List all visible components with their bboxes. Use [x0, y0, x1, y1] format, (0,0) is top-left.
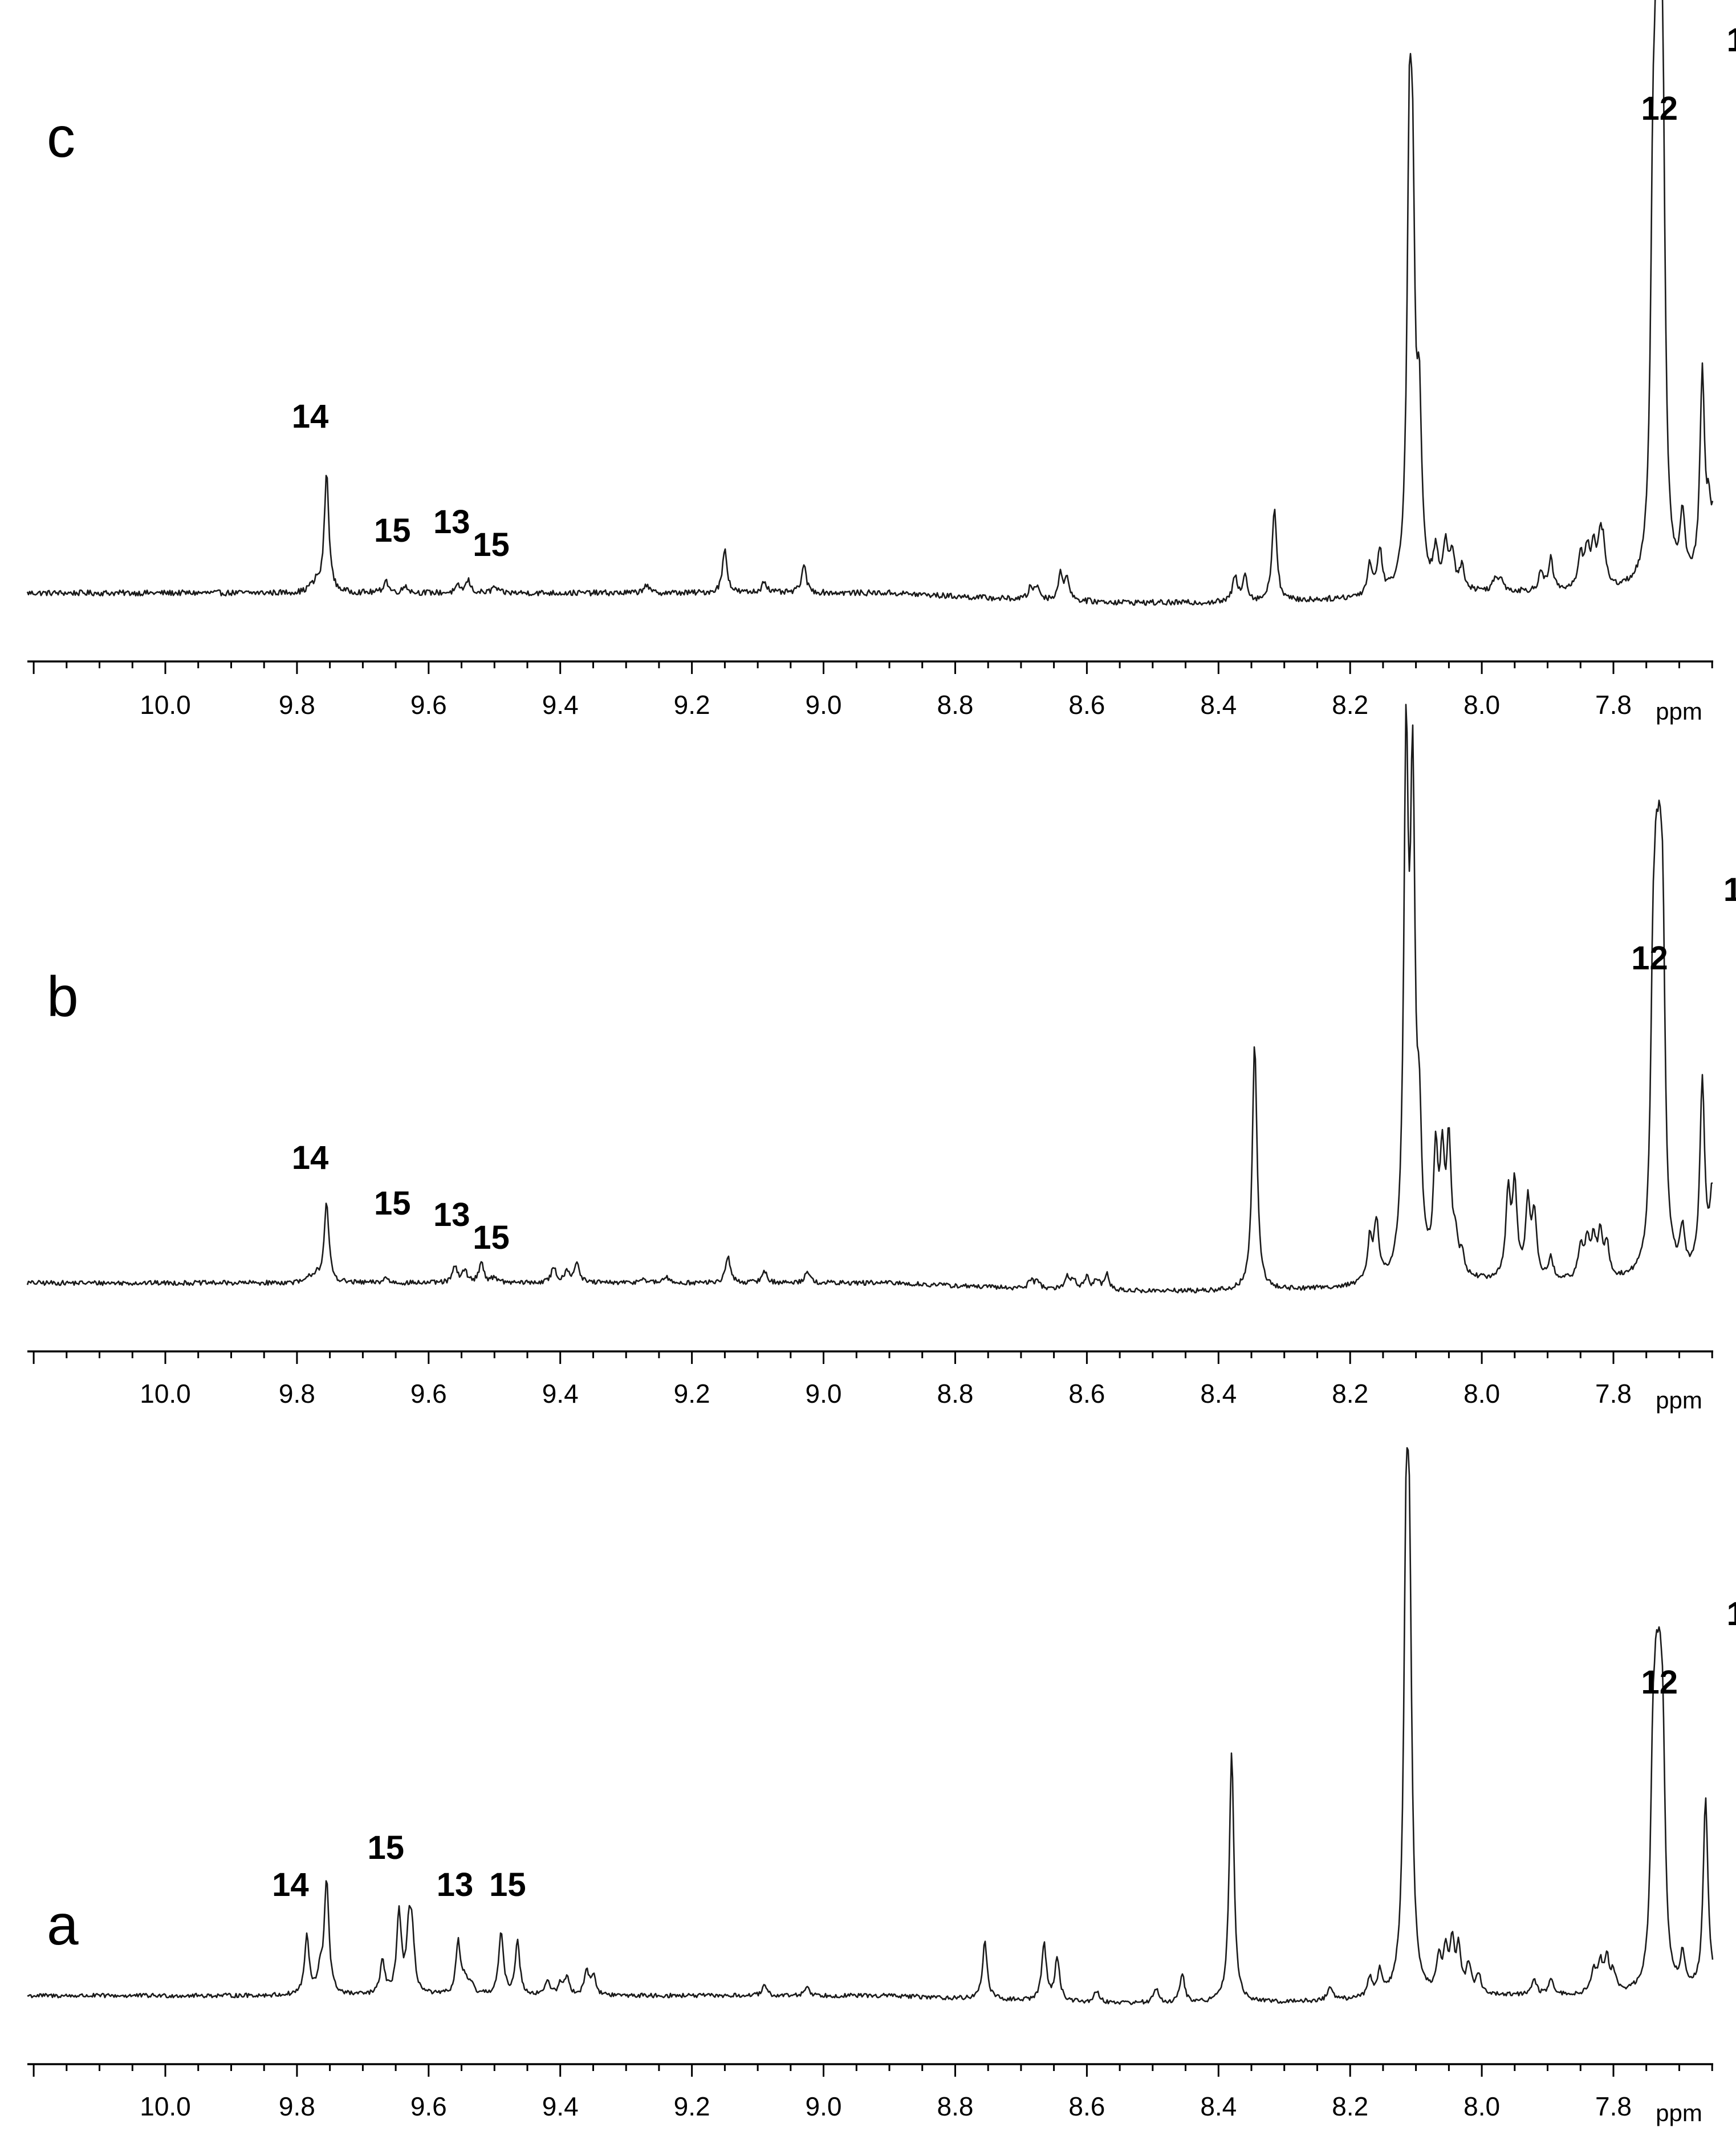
tick-label: 9.2	[674, 1379, 710, 1408]
tick-label: 9.2	[674, 2092, 710, 2121]
peak-annotation: 12	[1631, 940, 1668, 977]
peak-annotation: 13	[433, 1196, 470, 1233]
tick-label: 8.6	[1068, 690, 1105, 720]
x-axis-unit: ppm	[1656, 2100, 1702, 2126]
peak-annotation: 15	[368, 1829, 405, 1866]
tick-label: 8.6	[1068, 2092, 1105, 2121]
panel-letter-c: c	[47, 105, 75, 169]
spectrum-trace	[26, 704, 1713, 1294]
tick-label: 10.0	[140, 2092, 191, 2121]
peak-annotation: 12	[1723, 871, 1736, 908]
tick-label: 8.4	[1200, 2092, 1237, 2121]
peak-annotation: 12	[1727, 1595, 1736, 1633]
peak-annotation: 14	[272, 1866, 309, 1903]
tick-label: 9.8	[279, 1379, 315, 1408]
panel-c: c 10.0 9.8 9.6 9.4 9.2 9.0 8.8 8.6 8.4 8.2 8.0 7.8 pp…	[26, 0, 1736, 725]
tick-label: 9.6	[410, 690, 447, 720]
tick-label: 8.2	[1332, 1379, 1368, 1408]
tick-label: 9.0	[806, 2092, 842, 2121]
tick-label: 7.8	[1595, 2092, 1632, 2121]
tick-label: 8.8	[937, 690, 974, 720]
tick-label: 7.8	[1595, 690, 1632, 720]
tick-label: 8.6	[1068, 1379, 1105, 1408]
tick-label: 8.2	[1332, 690, 1368, 720]
peak-annotation: 15	[473, 1219, 510, 1256]
peak-annotation: 12	[1641, 1664, 1678, 1701]
peak-annotation: 13	[437, 1866, 474, 1903]
peak-annotation: 12	[1727, 22, 1736, 59]
peak-annotation: 15	[374, 512, 411, 549]
peak-annotation: 14	[292, 1139, 329, 1176]
tick-label: 9.8	[279, 690, 315, 720]
peak-annotation: 14	[292, 398, 329, 435]
tick-label: 8.0	[1463, 2092, 1500, 2121]
tick-label: 7.8	[1595, 1379, 1632, 1408]
peak-annotation: 13	[433, 503, 470, 541]
tick-label: 8.8	[937, 1379, 974, 1408]
x-axis-unit: ppm	[1656, 698, 1702, 725]
tick-label: 10.0	[140, 1379, 191, 1408]
peak-annotation: 12	[1641, 90, 1678, 127]
tick-label: 9.2	[674, 690, 710, 720]
peak-annotation: 15	[473, 526, 510, 563]
tick-label: 8.0	[1463, 1379, 1500, 1408]
x-axis-unit: ppm	[1656, 1387, 1702, 1414]
tick-label: 9.4	[542, 2092, 579, 2121]
spectrum-trace	[26, 0, 1714, 606]
tick-label: 9.0	[806, 1379, 842, 1408]
tick-label: 9.4	[542, 1379, 579, 1408]
tick-label: 9.6	[410, 1379, 447, 1408]
panel-b: b 10.0 9.8 9.6 9.4 9.2 9.0 8.8 8.6 8.4 8.2 8.0 7.8 pp…	[26, 704, 1736, 1414]
panel-letter-a: a	[47, 1893, 79, 1957]
tick-label: 8.8	[937, 2092, 974, 2121]
tick-label: 8.2	[1332, 2092, 1368, 2121]
tick-label: 9.4	[542, 690, 579, 720]
peak-annotation: 15	[489, 1866, 526, 1903]
tick-label: 8.0	[1463, 690, 1500, 720]
tick-label: 9.6	[410, 2092, 447, 2121]
peak-annotation: 15	[374, 1185, 411, 1222]
tick-label: 10.0	[140, 690, 191, 720]
tick-label: 9.8	[279, 2092, 315, 2121]
tick-label: 8.4	[1200, 1379, 1237, 1408]
tick-label: 9.0	[806, 690, 842, 720]
tick-label: 8.4	[1200, 690, 1237, 720]
panel-a: a 10.0 9.8 9.6 9.4 9.2 9.0 8.8 8.6 8.4 8.2 8.0 7.8 pp…	[27, 1447, 1736, 2126]
spectrum-trace	[27, 1447, 1714, 2005]
panel-letter-b: b	[47, 965, 79, 1029]
